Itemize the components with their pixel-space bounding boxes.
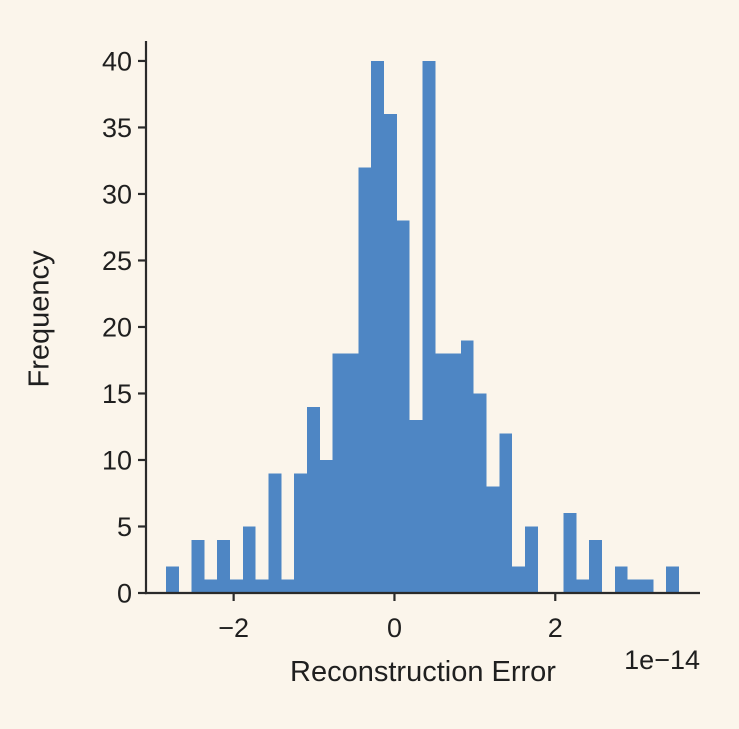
histogram-bar <box>191 539 205 593</box>
histogram-bar <box>345 353 359 593</box>
histogram-bar <box>307 406 320 593</box>
histogram-bar <box>255 579 269 593</box>
histogram-bar <box>525 526 538 593</box>
histogram-bar <box>319 459 333 593</box>
histogram-bar <box>358 167 372 594</box>
histogram-bar <box>396 220 410 593</box>
histogram-bar <box>217 539 231 593</box>
histogram-bar <box>230 579 243 593</box>
y-tick-label: 40 <box>102 46 132 76</box>
x-axis-label: Reconstruction Error <box>290 656 556 688</box>
y-tick-label: 15 <box>102 379 132 409</box>
y-tick-label: 10 <box>102 445 132 475</box>
histogram-bar <box>460 340 474 593</box>
y-tick-label: 25 <box>102 246 132 276</box>
histogram-bar <box>371 60 384 593</box>
x-tick-label: −2 <box>218 613 249 643</box>
y-tick-label: 20 <box>102 312 132 342</box>
histogram-bar <box>512 566 526 593</box>
histogram-bar <box>666 566 679 593</box>
histogram-bar <box>627 579 641 593</box>
y-tick-label: 0 <box>117 579 132 609</box>
histogram-bar <box>499 433 513 593</box>
histogram-bar <box>473 393 487 593</box>
histogram-bar <box>204 579 218 593</box>
y-tick-label: 35 <box>102 113 132 143</box>
histogram-bar <box>563 513 577 593</box>
histogram-bar <box>165 566 179 593</box>
x-tick-label: 0 <box>387 613 402 643</box>
histogram-bar <box>486 486 500 593</box>
histogram-bar <box>294 473 308 593</box>
histogram-bar <box>640 579 654 593</box>
histogram-bar <box>383 114 397 593</box>
histogram-bar <box>281 579 295 593</box>
x-axis-offset-text: 1e−14 <box>624 645 700 675</box>
histogram-bar <box>614 566 628 593</box>
histogram-bar <box>435 353 449 593</box>
histogram-bar <box>589 539 602 593</box>
histogram-bar <box>576 579 590 593</box>
histogram-bar <box>448 353 461 593</box>
histogram-bar <box>409 420 423 593</box>
y-tick-label: 5 <box>117 512 132 542</box>
histogram-bar <box>422 60 436 593</box>
x-tick-label: 2 <box>548 613 563 643</box>
histogram-bar <box>268 473 282 593</box>
y-axis-label: Frequency <box>23 250 56 388</box>
histogram-bar <box>332 353 346 593</box>
y-tick-label: 30 <box>102 179 132 209</box>
histogram-bar <box>242 526 256 593</box>
